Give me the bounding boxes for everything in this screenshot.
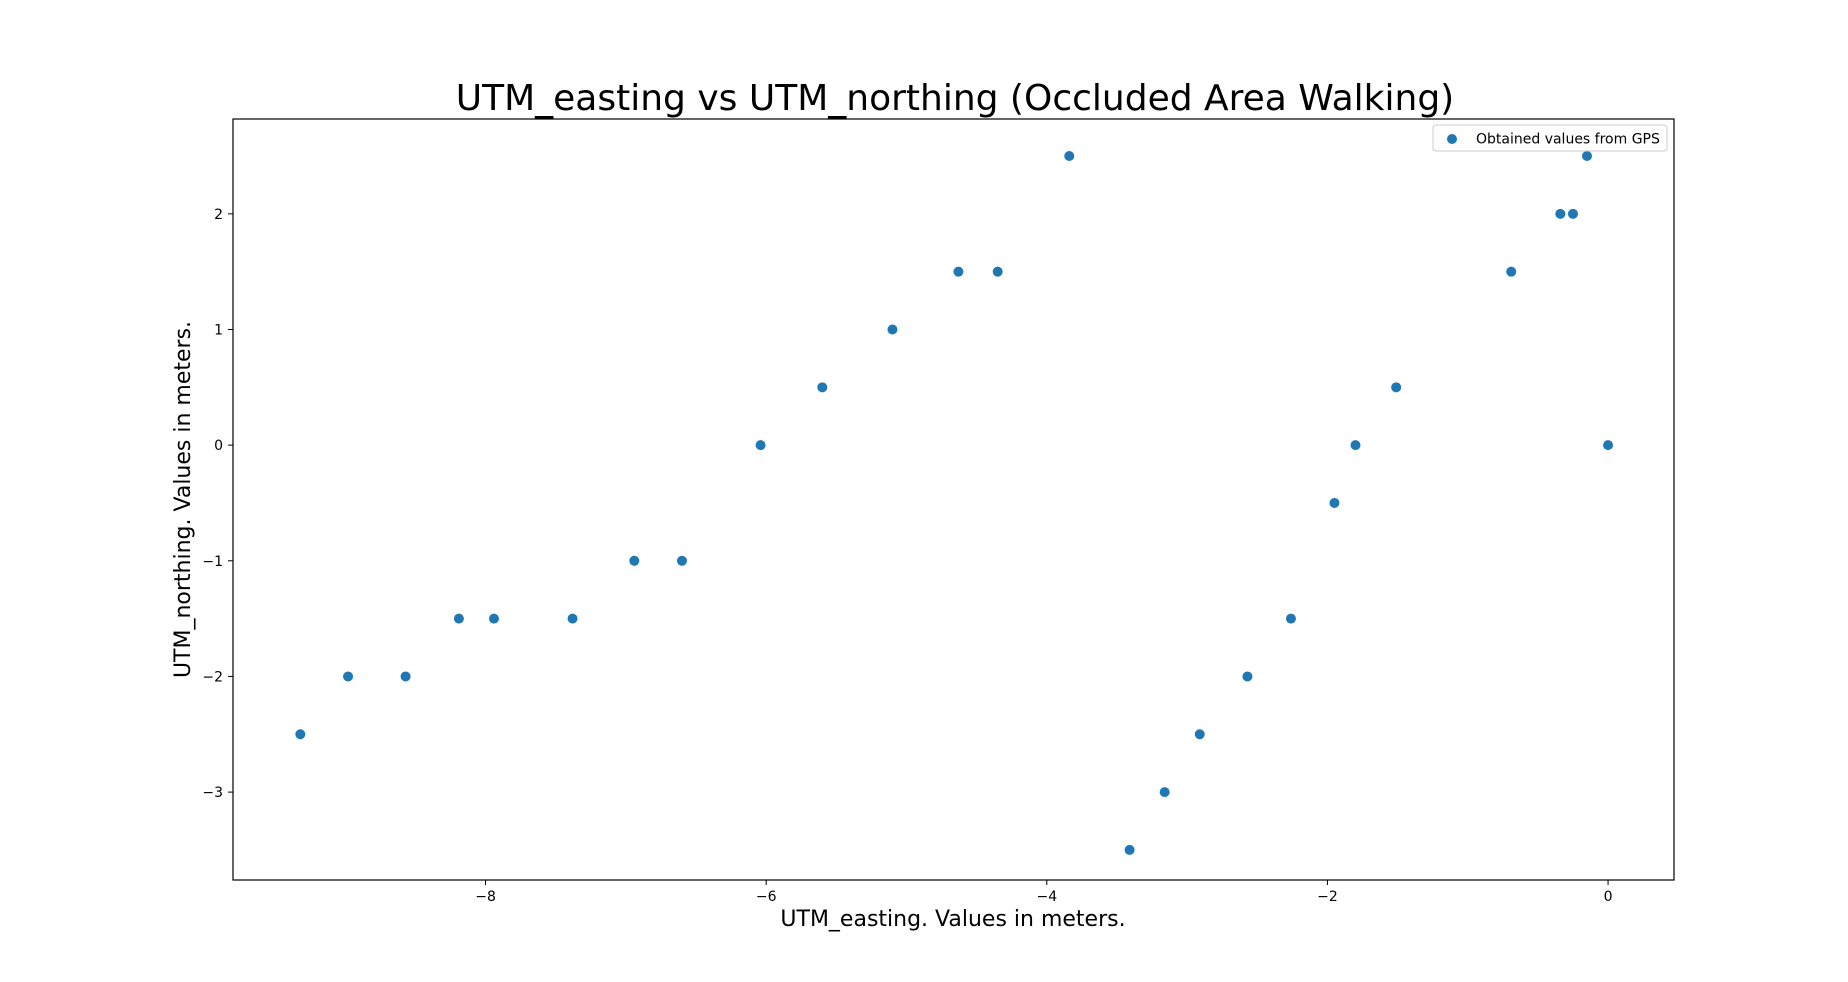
x-tick-label: −6 <box>756 889 777 905</box>
y-tick-label: 2 <box>214 207 223 223</box>
data-point <box>992 266 1003 277</box>
y-tick-label: 1 <box>214 322 223 338</box>
x-tick-label: −4 <box>1036 889 1057 905</box>
x-tick-label: 0 <box>1604 889 1613 905</box>
x-axis-title: UTM_easting. Values in meters. <box>780 907 1125 932</box>
plot-frame <box>232 118 1675 881</box>
data-point <box>1603 440 1614 451</box>
data-point <box>1285 613 1296 624</box>
data-point <box>755 440 766 451</box>
data-point <box>1242 671 1253 682</box>
y-axis-title: UTM_northing. Values in meters. <box>171 321 196 678</box>
legend-label: Obtained values from GPS <box>1476 132 1660 148</box>
chart-title: UTM_easting vs UTM_northing (Occluded Ar… <box>456 78 1454 119</box>
data-points <box>295 151 1614 855</box>
data-point <box>1506 266 1517 277</box>
data-point <box>1391 382 1402 393</box>
data-point <box>953 266 964 277</box>
data-point <box>1194 729 1205 740</box>
data-point <box>817 382 828 393</box>
data-point <box>887 324 898 335</box>
data-point <box>1159 787 1170 798</box>
data-point <box>295 729 306 740</box>
data-point <box>1582 151 1593 162</box>
data-point <box>1124 844 1135 855</box>
x-axis-ticks: −8 −6 −4 −2 0 <box>475 880 1613 905</box>
y-axis-ticks: −3 −2 −1 0 1 2 <box>202 207 233 801</box>
y-tick-label: −2 <box>202 669 223 685</box>
y-tick-label: −1 <box>202 554 223 570</box>
data-point <box>567 613 578 624</box>
data-point <box>1350 440 1361 451</box>
x-tick-label: −8 <box>475 889 496 905</box>
data-point <box>488 613 499 624</box>
plot-area: −8 −6 −4 −2 0 −3 −2 −1 0 1 2 <box>202 118 1675 905</box>
y-tick-label: −3 <box>202 785 223 801</box>
legend-marker <box>1447 134 1457 144</box>
data-point <box>400 671 411 682</box>
legend: Obtained values from GPS <box>1432 124 1668 152</box>
data-point <box>453 613 464 624</box>
data-point <box>629 555 640 566</box>
x-tick-label: −2 <box>1317 889 1338 905</box>
data-point <box>1329 497 1340 508</box>
y-tick-label: 0 <box>214 438 223 454</box>
data-point <box>1567 208 1578 219</box>
data-point <box>676 555 687 566</box>
data-point <box>1555 208 1566 219</box>
data-point <box>1064 151 1075 162</box>
data-point <box>343 671 354 682</box>
legend-box <box>1432 124 1668 152</box>
